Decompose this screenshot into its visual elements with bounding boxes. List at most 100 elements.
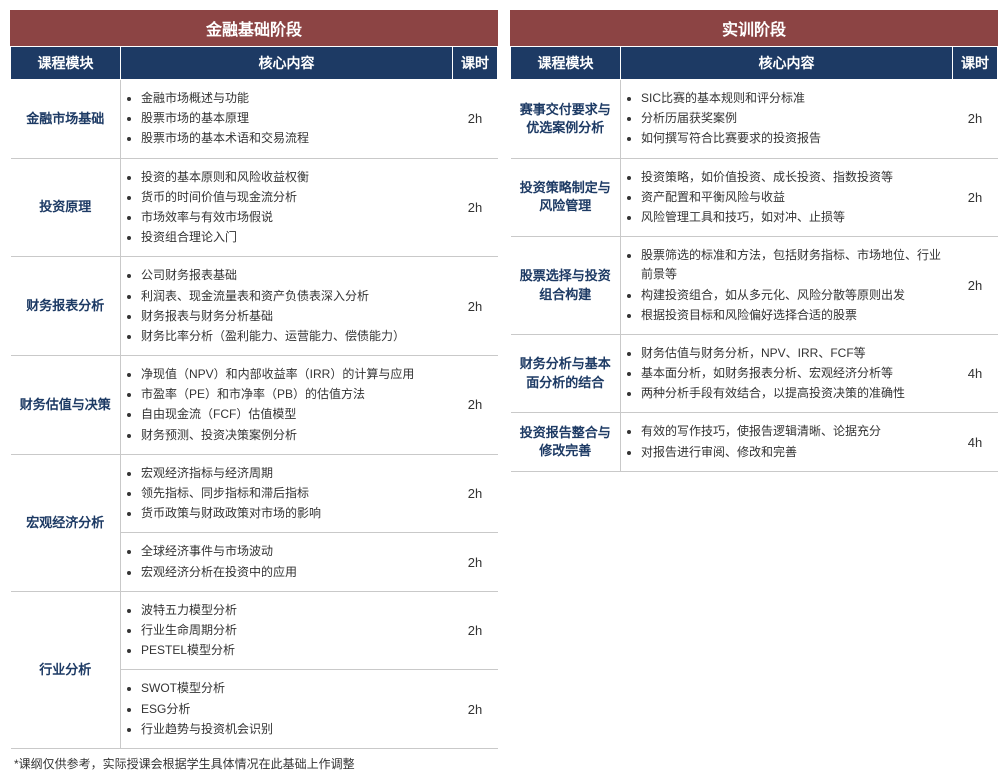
content-item: 领先指标、同步指标和滞后指标 <box>141 484 447 503</box>
hours-cell: 2h <box>453 591 498 670</box>
content-item: 投资策略，如价值投资、成长投资、指数投资等 <box>641 168 947 187</box>
module-cell: 宏观经济分析 <box>11 454 121 591</box>
content-item: 投资组合理论入门 <box>141 228 447 247</box>
content-cell: 有效的写作技巧，使报告逻辑清晰、论据充分对报告进行审阅、修改和完善 <box>621 413 953 471</box>
content-cell: SIC比赛的基本规则和评分标准分析历届获奖案例如何撰写符合比赛要求的投资报告 <box>621 80 953 159</box>
module-cell: 投资报告整合与修改完善 <box>511 413 621 471</box>
module-cell: 行业分析 <box>11 591 121 748</box>
table-row: 宏观经济分析宏观经济指标与经济周期领先指标、同步指标和滞后指标货币政策与财政政策… <box>11 454 498 533</box>
right-column: 实训阶段 课程模块 核心内容 课时 赛事交付要求与优选案例分析SIC比赛的基本规… <box>510 10 998 772</box>
content-item: PESTEL模型分析 <box>141 641 447 660</box>
content-item: 股票市场的基本原理 <box>141 109 447 128</box>
content-item: 如何撰写符合比赛要求的投资报告 <box>641 129 947 148</box>
content-item: 宏观经济分析在投资中的应用 <box>141 563 447 582</box>
content-item: 基本面分析，如财务报表分析、宏观经济分析等 <box>641 364 947 383</box>
content-cell: 投资策略，如价值投资、成长投资、指数投资等资产配置和平衡风险与收益风险管理工具和… <box>621 158 953 237</box>
left-phase-title: 金融基础阶段 <box>10 10 498 46</box>
content-item: 投资的基本原则和风险收益权衡 <box>141 168 447 187</box>
hours-cell: 2h <box>453 356 498 455</box>
hours-cell: 4h <box>953 413 998 471</box>
content-cell: 股票筛选的标准和方法，包括财务指标、市场地位、行业前景等构建投资组合，如从多元化… <box>621 237 953 335</box>
table-row: 财务估值与决策净现值（NPV）和内部收益率（IRR）的计算与应用市盈率（PE）和… <box>11 356 498 455</box>
right-table: 课程模块 核心内容 课时 赛事交付要求与优选案例分析SIC比赛的基本规则和评分标… <box>510 46 998 472</box>
module-cell: 赛事交付要求与优选案例分析 <box>511 80 621 159</box>
table-row: 金融市场基础金融市场概述与功能股票市场的基本原理股票市场的基本术语和交易流程2h <box>11 80 498 159</box>
content-item: 资产配置和平衡风险与收益 <box>641 188 947 207</box>
content-item: 利润表、现金流量表和资产负债表深入分析 <box>141 287 447 306</box>
content-item: 行业生命周期分析 <box>141 621 447 640</box>
content-item: 波特五力模型分析 <box>141 601 447 620</box>
content-cell: 公司财务报表基础利润表、现金流量表和资产负债表深入分析财务报表与财务分析基础财务… <box>121 257 453 356</box>
content-item: 构建投资组合，如从多元化、风险分散等原则出发 <box>641 286 947 305</box>
footnote: *课纲仅供参考，实际授课会根据学生具体情况在此基础上作调整 <box>10 755 498 772</box>
content-item: 金融市场概述与功能 <box>141 89 447 108</box>
hours-cell: 2h <box>453 158 498 257</box>
table-row: 投资策略制定与风险管理投资策略，如价值投资、成长投资、指数投资等资产配置和平衡风… <box>511 158 998 237</box>
hours-cell: 4h <box>953 334 998 413</box>
content-item: 货币政策与财政政策对市场的影响 <box>141 504 447 523</box>
left-column: 金融基础阶段 课程模块 核心内容 课时 金融市场基础金融市场概述与功能股票市场的… <box>10 10 498 772</box>
content-item: ESG分析 <box>141 700 447 719</box>
hours-cell: 2h <box>453 454 498 533</box>
module-cell: 财务分析与基本面分析的结合 <box>511 334 621 413</box>
module-cell: 投资策略制定与风险管理 <box>511 158 621 237</box>
content-item: 公司财务报表基础 <box>141 266 447 285</box>
content-item: 市场效率与有效市场假说 <box>141 208 447 227</box>
hours-cell: 2h <box>953 237 998 335</box>
right-phase-title: 实训阶段 <box>510 10 998 46</box>
content-item: 风险管理工具和技巧，如对冲、止损等 <box>641 208 947 227</box>
content-item: 行业趋势与投资机会识别 <box>141 720 447 739</box>
hours-cell: 2h <box>453 670 498 749</box>
content-item: 市盈率（PE）和市净率（PB）的估值方法 <box>141 385 447 404</box>
content-item: 对报告进行审阅、修改和完善 <box>641 443 947 462</box>
left-table: 课程模块 核心内容 课时 金融市场基础金融市场概述与功能股票市场的基本原理股票市… <box>10 46 498 749</box>
module-cell: 财务估值与决策 <box>11 356 121 455</box>
page-tables-wrap: 金融基础阶段 课程模块 核心内容 课时 金融市场基础金融市场概述与功能股票市场的… <box>10 10 998 772</box>
content-item: 净现值（NPV）和内部收益率（IRR）的计算与应用 <box>141 365 447 384</box>
hours-cell: 2h <box>953 80 998 159</box>
table-row: 财务分析与基本面分析的结合财务估值与财务分析，NPV、IRR、FCF等基本面分析… <box>511 334 998 413</box>
content-item: 财务估值与财务分析，NPV、IRR、FCF等 <box>641 344 947 363</box>
col-header-hours: 课时 <box>453 47 498 80</box>
col-header-module: 课程模块 <box>511 47 621 80</box>
content-cell: 波特五力模型分析行业生命周期分析PESTEL模型分析 <box>121 591 453 670</box>
table-row: 股票选择与投资组合构建股票筛选的标准和方法，包括财务指标、市场地位、行业前景等构… <box>511 237 998 335</box>
table-row: 赛事交付要求与优选案例分析SIC比赛的基本规则和评分标准分析历届获奖案例如何撰写… <box>511 80 998 159</box>
table-row: 财务报表分析公司财务报表基础利润表、现金流量表和资产负债表深入分析财务报表与财务… <box>11 257 498 356</box>
col-header-module: 课程模块 <box>11 47 121 80</box>
content-cell: 财务估值与财务分析，NPV、IRR、FCF等基本面分析，如财务报表分析、宏观经济… <box>621 334 953 413</box>
hours-cell: 2h <box>453 533 498 591</box>
table-row: 投资原理投资的基本原则和风险收益权衡货币的时间价值与现金流分析市场效率与有效市场… <box>11 158 498 257</box>
hours-cell: 2h <box>453 80 498 159</box>
table-row: 行业分析波特五力模型分析行业生命周期分析PESTEL模型分析2h <box>11 591 498 670</box>
col-header-content: 核心内容 <box>621 47 953 80</box>
content-cell: 全球经济事件与市场波动宏观经济分析在投资中的应用 <box>121 533 453 591</box>
table-row: 投资报告整合与修改完善有效的写作技巧，使报告逻辑清晰、论据充分对报告进行审阅、修… <box>511 413 998 471</box>
content-item: SIC比赛的基本规则和评分标准 <box>641 89 947 108</box>
module-cell: 财务报表分析 <box>11 257 121 356</box>
content-cell: 投资的基本原则和风险收益权衡货币的时间价值与现金流分析市场效率与有效市场假说投资… <box>121 158 453 257</box>
col-header-hours: 课时 <box>953 47 998 80</box>
content-item: 分析历届获奖案例 <box>641 109 947 128</box>
content-cell: 净现值（NPV）和内部收益率（IRR）的计算与应用市盈率（PE）和市净率（PB）… <box>121 356 453 455</box>
content-item: 股票筛选的标准和方法，包括财务指标、市场地位、行业前景等 <box>641 246 947 284</box>
content-item: SWOT模型分析 <box>141 679 447 698</box>
content-item: 财务报表与财务分析基础 <box>141 307 447 326</box>
content-cell: 金融市场概述与功能股票市场的基本原理股票市场的基本术语和交易流程 <box>121 80 453 159</box>
module-cell: 股票选择与投资组合构建 <box>511 237 621 335</box>
hours-cell: 2h <box>953 158 998 237</box>
module-cell: 投资原理 <box>11 158 121 257</box>
content-item: 宏观经济指标与经济周期 <box>141 464 447 483</box>
content-item: 财务比率分析（盈利能力、运营能力、偿债能力） <box>141 327 447 346</box>
content-item: 全球经济事件与市场波动 <box>141 542 447 561</box>
content-item: 有效的写作技巧，使报告逻辑清晰、论据充分 <box>641 422 947 441</box>
content-cell: 宏观经济指标与经济周期领先指标、同步指标和滞后指标货币政策与财政政策对市场的影响 <box>121 454 453 533</box>
content-item: 自由现金流（FCF）估值模型 <box>141 405 447 424</box>
content-item: 根据投资目标和风险偏好选择合适的股票 <box>641 306 947 325</box>
hours-cell: 2h <box>453 257 498 356</box>
col-header-content: 核心内容 <box>121 47 453 80</box>
module-cell: 金融市场基础 <box>11 80 121 159</box>
content-item: 货币的时间价值与现金流分析 <box>141 188 447 207</box>
content-item: 两种分析手段有效结合，以提高投资决策的准确性 <box>641 384 947 403</box>
content-item: 财务预测、投资决策案例分析 <box>141 426 447 445</box>
